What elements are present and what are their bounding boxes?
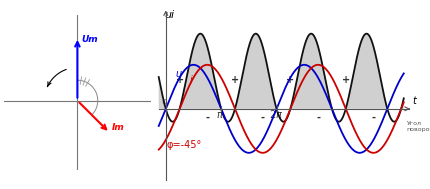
- Text: ui: ui: [164, 10, 174, 20]
- Text: $2\pi$: $2\pi$: [269, 108, 283, 121]
- Text: $\pi$: $\pi$: [216, 111, 224, 121]
- Text: +: +: [231, 75, 239, 85]
- Text: $\varphi$: $\varphi$: [161, 97, 168, 108]
- Text: Im: Im: [112, 123, 125, 132]
- Text: Um: Um: [82, 35, 98, 44]
- Text: -: -: [205, 113, 209, 123]
- Text: Угол
поворота: Угол поворота: [406, 121, 430, 132]
- Text: -: -: [316, 113, 320, 123]
- Text: t: t: [412, 95, 417, 105]
- Text: -: -: [372, 113, 375, 123]
- Text: -: -: [261, 113, 265, 123]
- Text: +: +: [342, 75, 350, 85]
- Text: +: +: [175, 75, 184, 85]
- Text: +: +: [286, 75, 295, 85]
- Text: u: u: [175, 69, 181, 79]
- Text: j: j: [190, 75, 192, 85]
- Text: φ=-45°: φ=-45°: [167, 139, 202, 149]
